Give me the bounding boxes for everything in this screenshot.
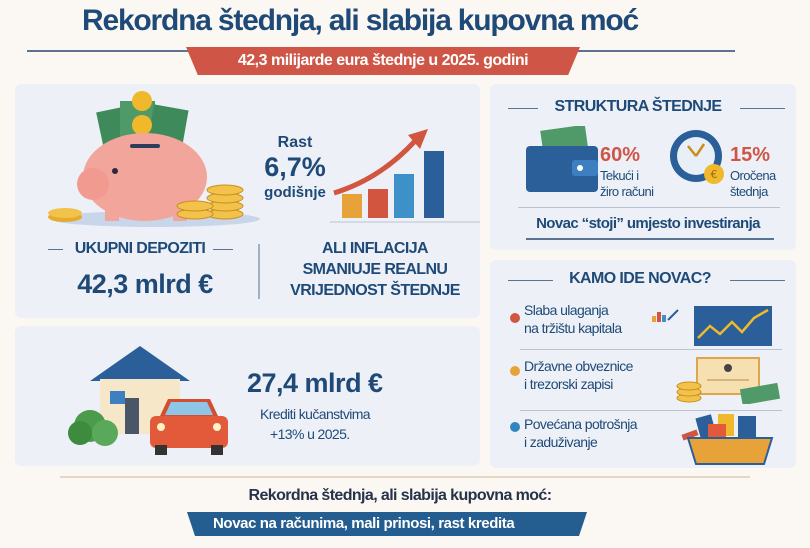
inflation-line1: ALI INFLACIJA	[322, 240, 429, 257]
structure-label-0a: Tekući i	[600, 168, 639, 183]
where-item-line2: na tržištu kapitala	[524, 320, 622, 336]
footer-line1: Rekordna štednja, ali slabija kupovna mo…	[248, 487, 553, 504]
deposits-value: 42,3 mlrd €	[77, 269, 213, 299]
where-item-line1: Državne obveznice	[524, 358, 633, 374]
inflation-line2: SMANIUJE REALNU	[302, 261, 448, 278]
house-car-icon	[68, 346, 228, 455]
vertical-divider	[258, 244, 260, 299]
growth-value: 6,7%	[264, 152, 326, 182]
stock-chart-icon	[652, 306, 772, 346]
wallet-icon	[526, 126, 598, 192]
clock-euro-icon: €	[670, 130, 724, 184]
piggy-bank-icon	[48, 91, 260, 227]
divider	[518, 207, 780, 208]
inflation-line3: VRIJEDNOST ŠTEDNJE	[290, 282, 460, 299]
divider	[48, 249, 63, 250]
growth-period: godišnje	[264, 184, 326, 201]
where-item-line2: i trezorski zapisi	[524, 376, 613, 392]
divider	[520, 410, 782, 411]
structure-percent-0: 60%	[600, 144, 641, 166]
bullet-blue-icon	[510, 422, 520, 432]
deposits-label: UKUPNI DEPOZITI	[74, 240, 206, 257]
subtitle-banner: 42,3 milijarde eura štednje u 2025. godi…	[186, 47, 580, 75]
footer-banner: Novac na računima, mali prinosi, rast kr…	[187, 512, 587, 536]
structure-label-0b: žiro računi	[600, 184, 654, 199]
where-item-line1: Slaba ulaganja	[524, 302, 609, 318]
where-item-line2: i zaduživanje	[524, 434, 598, 450]
shopping-basket-icon	[681, 414, 774, 465]
divider	[508, 108, 538, 109]
divider	[213, 249, 233, 250]
structure-percent-1: 15%	[730, 144, 771, 166]
loans-label: Krediti kučanstvima	[260, 406, 371, 422]
bond-certificate-icon	[676, 357, 780, 404]
structure-title: STRUKTURA ŠTEDNJE	[554, 98, 723, 115]
page-title: Rekordna štednja, ali slabija kupovna mo…	[82, 4, 639, 37]
footer-divider	[60, 476, 750, 478]
growth-label: Rast	[277, 134, 313, 151]
structure-label-1a: Oročena	[730, 168, 776, 183]
deposits-panel: Rast 6,7% godišnje UKUPNI DEPOZITI 42,3 …	[15, 84, 480, 318]
divider	[526, 238, 774, 240]
where-title: KAMO IDE NOVAC?	[569, 270, 711, 287]
structure-panel: STRUKTURA ŠTEDNJE 60% Tekući i žiro raču…	[490, 84, 796, 250]
divider	[740, 108, 785, 109]
where-item-line1: Povećana potrošnja	[524, 416, 638, 432]
svg-text:€: €	[711, 168, 718, 181]
divider	[730, 280, 785, 281]
loans-value: 27,4 mlrd €	[247, 368, 383, 398]
bullet-red-icon	[510, 313, 520, 323]
bullet-orange-icon	[510, 366, 520, 376]
divider	[520, 349, 782, 350]
loans-panel: 27,4 mlrd € Krediti kučanstvima +13% u 2…	[15, 326, 480, 466]
structure-label-1b: štednja	[730, 184, 768, 199]
divider	[508, 280, 553, 281]
loans-change: +13% u 2025.	[270, 426, 350, 442]
growth-bar-chart-icon	[330, 129, 480, 223]
where-panel: KAMO IDE NOVAC? Slaba ulaganja na tržišt…	[490, 260, 796, 468]
structure-note: Novac “stoji” umjesto investiranja	[536, 215, 760, 232]
